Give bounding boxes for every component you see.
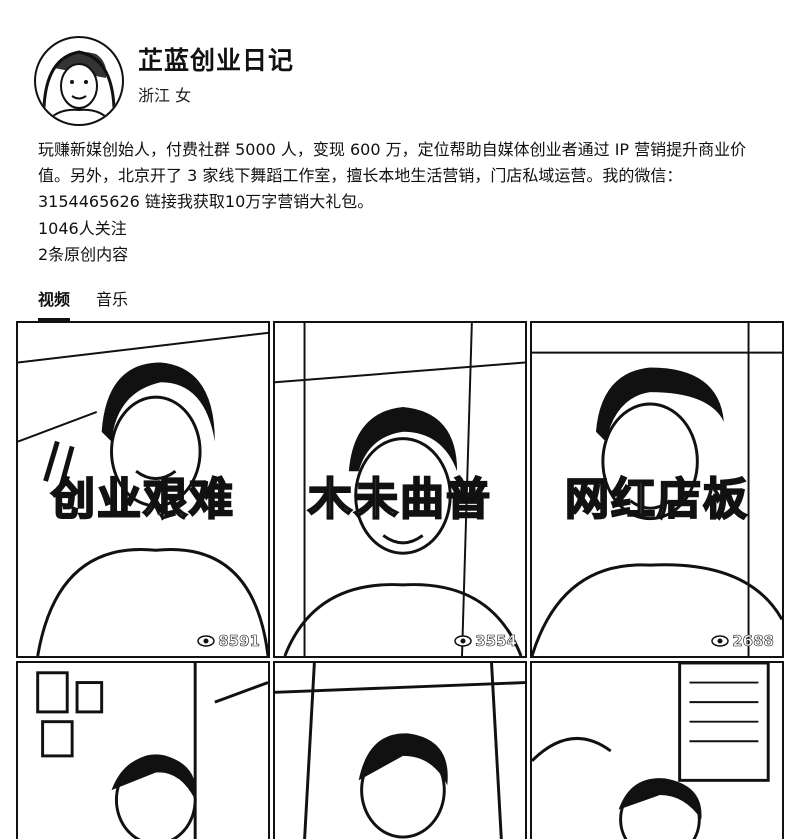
video-card[interactable]: 网红店板 2688 xyxy=(530,321,784,658)
profile-name: 芷蓝创业日记 xyxy=(138,46,295,75)
profile-bio: 玩赚新媒创始人，付费社群 5000 人，变现 600 万，定位帮助自媒体创业者通… xyxy=(38,140,747,211)
video-grid: 创业艰难 8591 木未曲普 3554 网红店板 xyxy=(16,321,784,839)
followers-count: 1046人关注 xyxy=(38,219,127,238)
video-card[interactable]: 创业艰难 8591 xyxy=(16,321,270,658)
video-title: 网红店板 xyxy=(564,473,749,526)
video-card[interactable] xyxy=(16,661,270,839)
tab-video[interactable]: 视频 xyxy=(38,286,71,321)
video-title: 木未曲普 xyxy=(307,473,492,526)
view-count: 8591 xyxy=(197,632,260,650)
video-card[interactable] xyxy=(530,661,784,839)
video-card[interactable] xyxy=(273,661,527,839)
view-count-value: 3554 xyxy=(475,632,517,651)
tab-music[interactable]: 音乐 xyxy=(96,290,129,309)
view-count-value: 8591 xyxy=(218,632,260,651)
profile-header: 芷蓝创业日记 浙江 女 xyxy=(34,36,294,126)
avatar[interactable] xyxy=(34,36,124,126)
video-card[interactable]: 木未曲普 3554 xyxy=(273,321,527,658)
eye-icon xyxy=(711,635,729,647)
view-count-value: 2688 xyxy=(732,632,774,651)
content-tabs: 视频 音乐 xyxy=(38,286,154,321)
eye-icon xyxy=(197,635,215,647)
original-content-count: 2条原创内容 xyxy=(38,245,129,264)
view-count: 2688 xyxy=(711,632,774,650)
video-title: 创业艰难 xyxy=(50,473,235,526)
view-count: 3554 xyxy=(454,632,517,650)
profile-location-gender: 浙江 女 xyxy=(138,86,192,105)
eye-icon xyxy=(454,635,472,647)
